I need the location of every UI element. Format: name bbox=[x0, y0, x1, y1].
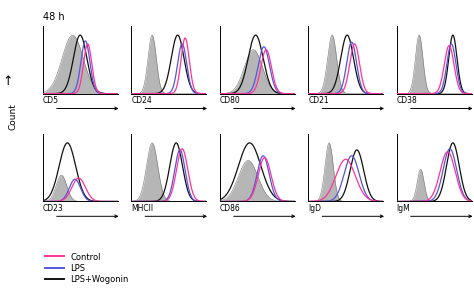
X-axis label: IgD: IgD bbox=[308, 204, 321, 213]
X-axis label: CD86: CD86 bbox=[219, 204, 240, 213]
X-axis label: CD80: CD80 bbox=[219, 96, 240, 105]
Text: ↑: ↑ bbox=[2, 75, 13, 88]
Text: Count: Count bbox=[9, 103, 18, 130]
X-axis label: CD24: CD24 bbox=[131, 96, 152, 105]
X-axis label: CD38: CD38 bbox=[397, 96, 418, 105]
X-axis label: IgM: IgM bbox=[397, 204, 410, 213]
Text: 48 h: 48 h bbox=[43, 12, 64, 22]
Legend: Control, LPS, LPS+Wogonin: Control, LPS, LPS+Wogonin bbox=[42, 249, 132, 288]
X-axis label: MHCII: MHCII bbox=[131, 204, 153, 213]
X-axis label: CD23: CD23 bbox=[43, 204, 64, 213]
X-axis label: CD21: CD21 bbox=[308, 96, 329, 105]
X-axis label: CD5: CD5 bbox=[43, 96, 59, 105]
